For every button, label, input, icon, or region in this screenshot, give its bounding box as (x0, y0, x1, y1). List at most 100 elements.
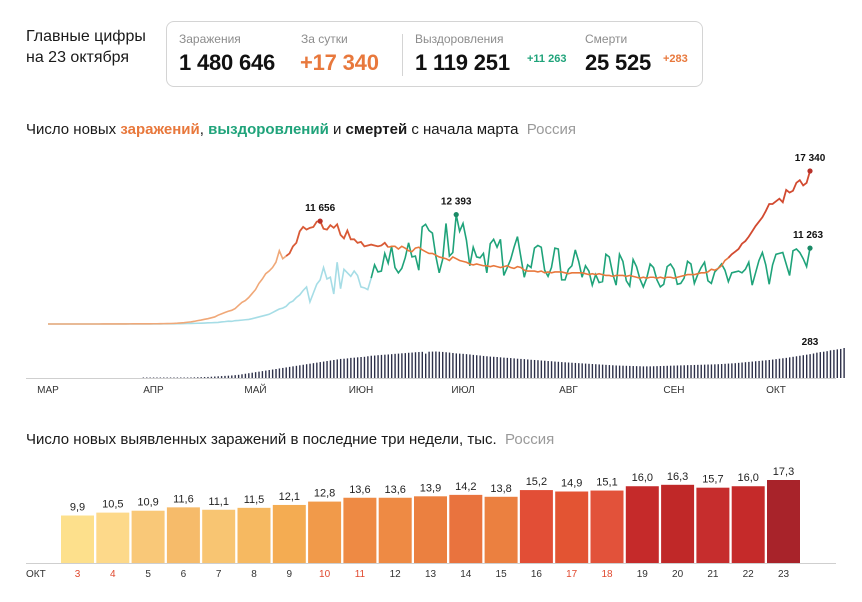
death-bar (302, 364, 304, 378)
death-bar (200, 377, 202, 378)
infections-line-peak (285, 220, 389, 257)
annotation-dot (807, 245, 813, 251)
death-bar (411, 352, 413, 378)
bar-x-label: 5 (145, 569, 151, 580)
recoveries-label: Выздоровления (415, 32, 504, 46)
bar-value-label: 13,6 (384, 484, 405, 496)
death-bar (547, 361, 549, 378)
death-bar (802, 355, 804, 378)
death-bar (363, 356, 366, 378)
death-bar (190, 377, 192, 378)
death-bar (404, 353, 406, 378)
bar-value-label: 9,9 (70, 502, 85, 514)
death-bar (251, 372, 253, 378)
death-bar (806, 354, 808, 378)
death-bar (741, 362, 743, 378)
death-bar (183, 377, 185, 378)
bar-x-label: 22 (743, 569, 755, 580)
death-bar (724, 363, 726, 378)
deaths-delta: +283 (663, 53, 688, 65)
death-bar (523, 359, 526, 378)
death-bar (710, 364, 713, 378)
death-bar (278, 368, 281, 378)
death-bar (425, 353, 427, 378)
bar-value-label: 12,1 (279, 491, 300, 503)
death-bar (799, 355, 801, 378)
death-bar (680, 365, 682, 378)
death-bar (754, 361, 757, 378)
death-bar (445, 352, 447, 378)
bar (590, 490, 624, 563)
chart1-title-sep2: и (328, 121, 346, 138)
chart1-title-sep1: , (199, 121, 209, 138)
death-bar (578, 363, 580, 378)
bar (555, 491, 589, 563)
bar-value-label: 15,1 (596, 477, 617, 489)
annotation-label: 11 263 (793, 230, 823, 241)
death-bar (771, 359, 774, 378)
bar (343, 497, 377, 563)
bar-x-label: 7 (216, 569, 222, 580)
death-bar (193, 377, 196, 378)
death-bar (142, 377, 145, 378)
death-bar (265, 370, 267, 378)
death-bar (268, 370, 270, 378)
chart1-region: Россия (526, 121, 576, 138)
bar-x-labels: 3 4 5 6 7 8 9 10 11 12 13 14 15 16 17 18 19 20 21 22 23 ОКТ (26, 569, 789, 580)
bar-x-label: 16 (531, 569, 543, 580)
death-bar (537, 360, 539, 378)
death-bar (649, 366, 651, 378)
bar-value-label: 13,6 (349, 484, 370, 496)
recoveries-value: 1 119 251 (415, 50, 510, 75)
death-bar (601, 364, 604, 378)
death-bar (652, 366, 655, 378)
annotation-dot (453, 212, 459, 218)
bar (484, 496, 518, 563)
death-bar (462, 353, 464, 378)
death-bar (333, 359, 335, 378)
infections-line-early (48, 248, 287, 325)
death-bar (540, 360, 543, 378)
annotation-label: 12 393 (441, 197, 472, 208)
death-bar (527, 359, 529, 378)
bar-chart: 9,9 10,5 10,9 11,6 11,1 11,5 12,1 12,8 13,6 13,6 1… (26, 466, 836, 580)
death-bar (707, 364, 709, 378)
death-bar (442, 351, 444, 378)
death-bar (169, 377, 172, 378)
death-bar (785, 357, 787, 378)
page-title: Главные цифры на 23 октября (26, 26, 146, 68)
recoveries-delta: +11 263 (527, 53, 567, 65)
death-bar (520, 358, 522, 378)
death-bar (734, 363, 736, 378)
death-bar (840, 348, 842, 378)
bar (61, 515, 94, 563)
death-bar (431, 351, 434, 378)
bar-value-label: 15,2 (526, 476, 547, 488)
death-bar (319, 362, 321, 378)
bar-x-label: 8 (251, 569, 257, 580)
stats-divider (402, 34, 403, 76)
death-bar (703, 364, 706, 378)
bar-value-label: 14,2 (455, 481, 476, 493)
death-bar (595, 364, 597, 378)
bar-value-label: 16,0 (737, 472, 758, 484)
death-bar (486, 356, 488, 378)
death-bar (149, 377, 151, 378)
bar-value-label: 13,8 (490, 483, 511, 495)
line-chart: 11 656 12 393 17 340 11 263 283 МАР АПР МАЙ ИЮН… (26, 153, 845, 396)
death-bar (203, 377, 206, 378)
death-bar (612, 365, 614, 378)
x-axis-labels: МАР АПР МАЙ ИЮН ИЮЛ АВГ СЕН ОКТ (37, 383, 786, 396)
deaths-bars (142, 348, 845, 378)
death-bar (217, 376, 219, 378)
death-bar (322, 361, 325, 378)
death-bar (390, 354, 393, 378)
bar-x-label: 12 (390, 569, 402, 580)
annotation-dot (807, 168, 813, 174)
death-bar (673, 365, 675, 378)
death-bar (782, 358, 784, 378)
chart1-title: Число новых заражений, выздоровлений и с… (26, 121, 576, 138)
death-bar (234, 375, 236, 378)
death-bar (533, 359, 536, 378)
death-bar (792, 356, 794, 378)
